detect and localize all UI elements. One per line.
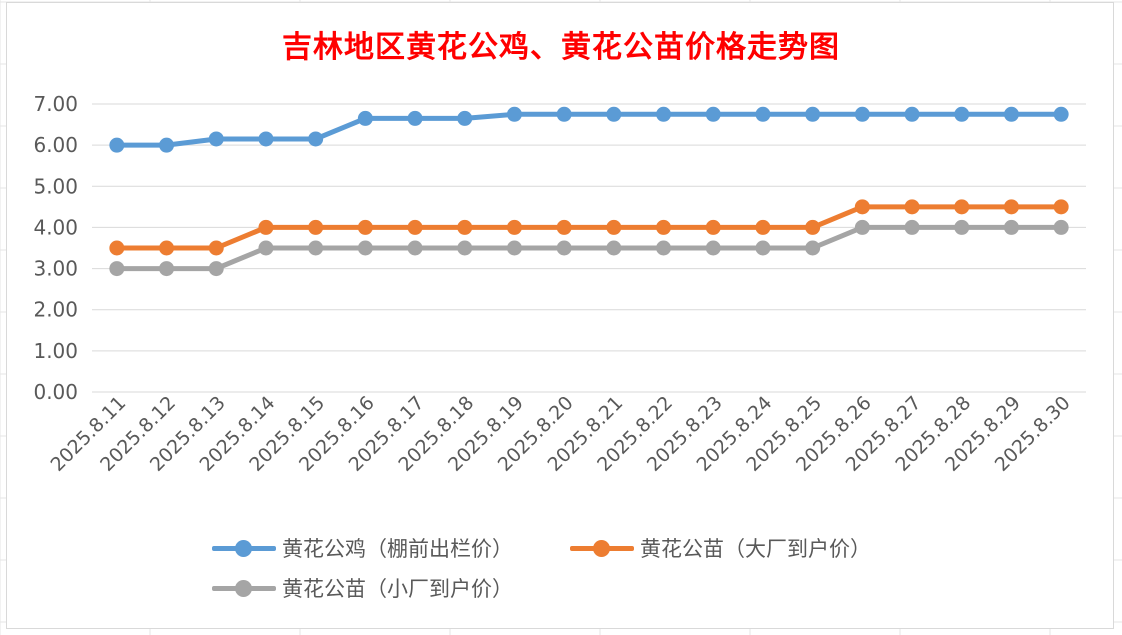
data-point: [457, 240, 473, 256]
data-point: [407, 240, 423, 256]
data-point: [1053, 219, 1069, 235]
legend-swatch-line-icon: [212, 538, 276, 558]
chart-area[interactable]: [6, 2, 1114, 629]
data-point: [904, 199, 920, 215]
data-point: [1053, 106, 1069, 122]
y-tick-label: 7.00: [33, 92, 78, 116]
data-point: [1003, 199, 1019, 215]
legend-item-series-3: 黄花公苗（小厂到户价）: [212, 572, 513, 604]
data-point: [755, 240, 771, 256]
data-point: [109, 261, 125, 277]
data-point: [954, 106, 970, 122]
data-point: [109, 240, 125, 256]
data-point: [805, 219, 821, 235]
data-point: [357, 240, 373, 256]
data-point: [109, 137, 125, 153]
data-point: [208, 240, 224, 256]
data-point: [904, 106, 920, 122]
y-tick-label: 1.00: [33, 339, 78, 363]
data-point: [159, 137, 175, 153]
data-point: [506, 240, 522, 256]
data-point: [904, 219, 920, 235]
y-tick-label: 2.00: [33, 298, 78, 322]
legend-label: 黄花公苗（小厂到户价）: [282, 577, 513, 601]
chart-title: 吉林地区黄花公鸡、黄花公苗价格走势图: [282, 30, 840, 65]
data-point: [805, 106, 821, 122]
data-point: [556, 240, 572, 256]
data-point: [258, 240, 274, 256]
data-point: [208, 131, 224, 147]
legend-swatch-line-icon: [570, 538, 634, 558]
series-line: [114, 204, 1064, 251]
legend-label: 黄花公鸡（棚前出栏价）: [282, 537, 513, 561]
data-point: [457, 110, 473, 126]
data-point: [308, 240, 324, 256]
data-point: [705, 240, 721, 256]
data-point: [1053, 199, 1069, 215]
data-point: [506, 106, 522, 122]
legend-item-series-1: 黄花公鸡（棚前出栏价）: [212, 532, 513, 564]
data-point: [755, 219, 771, 235]
data-point: [854, 199, 870, 215]
data-point: [556, 219, 572, 235]
data-point: [705, 219, 721, 235]
data-point: [258, 219, 274, 235]
data-point: [954, 199, 970, 215]
series-line: [114, 224, 1064, 272]
data-point: [606, 106, 622, 122]
data-point: [705, 106, 721, 122]
data-point: [1003, 219, 1019, 235]
data-point: [656, 106, 672, 122]
legend-item-series-2: 黄花公苗（大厂到户价）: [570, 532, 871, 564]
data-point: [159, 261, 175, 277]
data-point: [656, 219, 672, 235]
legend-swatch-line-icon: [212, 578, 276, 598]
series-line: [114, 111, 1064, 148]
data-point: [407, 219, 423, 235]
data-point: [308, 131, 324, 147]
data-point: [407, 110, 423, 126]
y-tick-label: 4.00: [33, 215, 78, 239]
data-point: [208, 261, 224, 277]
data-point: [606, 219, 622, 235]
data-point: [457, 219, 473, 235]
y-tick-label: 6.00: [33, 133, 78, 157]
data-point: [258, 131, 274, 147]
data-point: [357, 110, 373, 126]
y-tick-label: 0.00: [33, 380, 78, 404]
data-point: [954, 219, 970, 235]
data-point: [656, 240, 672, 256]
data-point: [159, 240, 175, 256]
y-tick-label: 5.00: [33, 174, 78, 198]
data-point: [606, 240, 622, 256]
data-point: [1003, 106, 1019, 122]
legend-label: 黄花公苗（大厂到户价）: [640, 537, 871, 561]
data-point: [506, 219, 522, 235]
y-tick-label: 3.00: [33, 257, 78, 281]
data-point: [854, 219, 870, 235]
data-point: [854, 106, 870, 122]
data-point: [755, 106, 771, 122]
data-point: [357, 219, 373, 235]
data-point: [308, 219, 324, 235]
data-point: [805, 240, 821, 256]
data-point: [556, 106, 572, 122]
